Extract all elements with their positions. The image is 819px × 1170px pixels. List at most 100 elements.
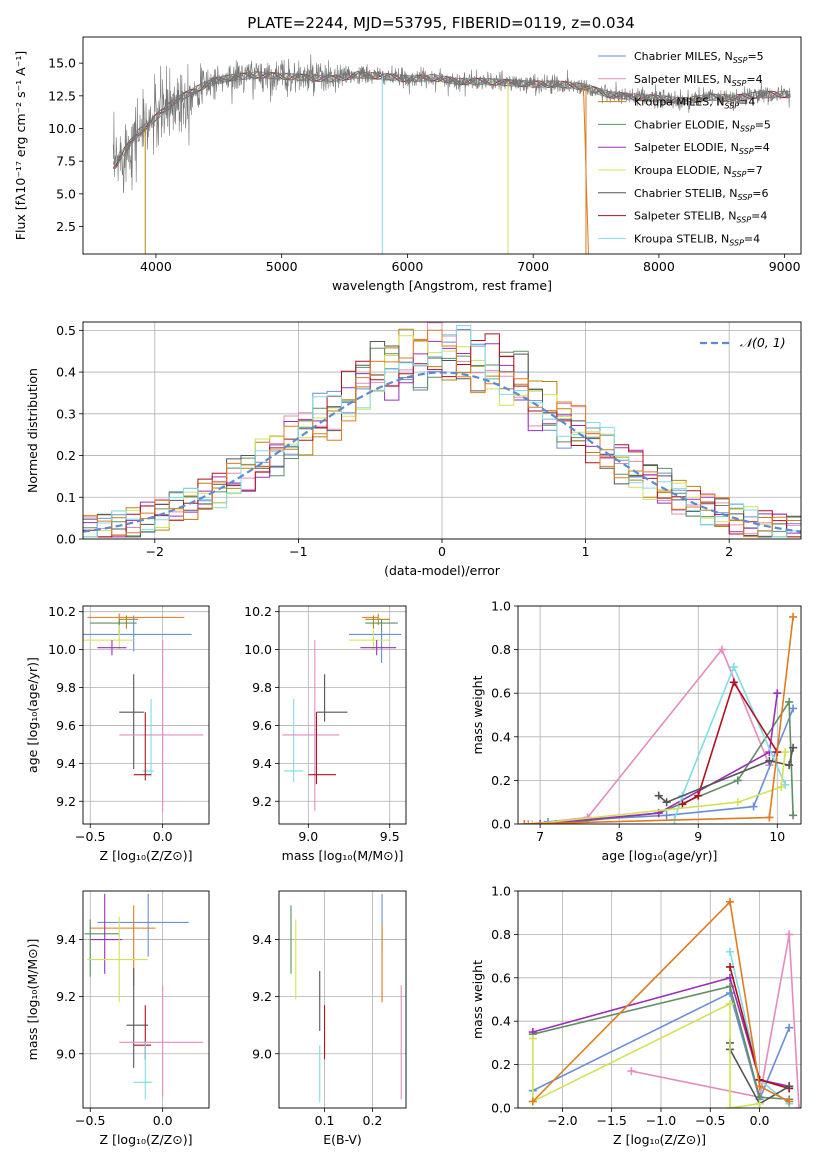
x-axis-label: wavelength [Angstrom, rest frame]	[332, 278, 552, 293]
weight-point-marker	[694, 791, 703, 800]
weight-point-marker	[726, 897, 735, 906]
axes-frame	[517, 890, 802, 1109]
y-axis-label: Normed distribution	[25, 368, 40, 493]
y-tick-label: 9.2	[56, 794, 76, 809]
legend-label: Salpeter STELIB, NSSP=4	[634, 210, 767, 225]
legend-suffix: =7	[746, 164, 762, 177]
x-tick-label: 8000	[643, 259, 675, 274]
weight-point-marker	[654, 791, 663, 800]
weight-series-line	[532, 985, 790, 1101]
y-tick-label: 9.4	[252, 756, 272, 771]
weight-point-marker	[524, 820, 533, 824]
weight-series-line	[631, 934, 800, 1108]
weight-point-marker	[662, 798, 671, 807]
y-tick-label: 0.4	[56, 365, 76, 380]
legend-suffix: =4	[751, 210, 767, 223]
weight-point-marker	[789, 612, 798, 621]
weight-point-marker	[785, 1097, 794, 1106]
y-tick-label: 10.0	[48, 642, 76, 657]
legend-suffix: =4	[746, 73, 762, 86]
legend-suffix: =4	[739, 96, 755, 109]
x-tick-label: 1	[582, 544, 590, 559]
weight-point-marker	[765, 756, 774, 765]
x-tick-label: 0.2	[363, 1113, 383, 1128]
x-tick-label: 0.0	[153, 1113, 173, 1128]
y-tick-label: 9.2	[252, 794, 272, 809]
y-tick-label: 9.6	[252, 718, 272, 733]
weight-point-marker	[755, 1099, 764, 1108]
legend-sub: SSP	[729, 238, 744, 247]
legend-suffix: =5	[747, 50, 763, 63]
y-tick-label: 0.0	[491, 817, 511, 832]
x-tick-label: 0.1	[315, 1113, 335, 1128]
legend-suffix: =4	[754, 141, 770, 154]
x-tick-label: −0.5	[695, 1113, 725, 1128]
y-axis-label: mass weight	[470, 675, 485, 754]
legend-sub: SSP	[724, 102, 739, 111]
plot-area	[520, 612, 798, 824]
y-tick-label: 0.1	[56, 490, 76, 505]
x-tick-label: 7000	[517, 259, 549, 274]
weight-point-marker	[785, 1023, 794, 1032]
x-tick-label: 6000	[392, 259, 424, 274]
weight-point-marker	[785, 1082, 794, 1091]
y-tick-label: 0.8	[491, 642, 511, 657]
y-axis-label: Flux [fλ10⁻¹⁷ erg cm⁻² s⁻¹ A⁻¹]	[13, 51, 28, 240]
legend-suffix: =6	[752, 187, 768, 200]
gaussian-curve	[83, 371, 801, 533]
weight-point-marker	[795, 1104, 801, 1108]
weight-point-marker	[785, 930, 794, 939]
y-tick-label: 0.6	[491, 686, 511, 701]
age-vs-mass-panel: 9.0 9.5 9.2 9.4 9.6 9.8 10.0 10.2 mass [log₁₀(M/…	[244, 604, 407, 863]
weight-point-marker	[733, 798, 742, 807]
weight-point-marker	[789, 704, 798, 713]
residuals-panel: −2 −1 0 1 2 0.0 0.1 0.2 0.3 0.4 0.5 (data-model)/er…	[25, 321, 802, 578]
y-tick-label: 12.5	[48, 88, 76, 103]
y-tick-label: 9.0	[252, 1046, 272, 1061]
weight-point-marker	[789, 743, 798, 752]
weight-point-marker	[726, 999, 735, 1008]
legend-sub: SSP	[739, 147, 754, 156]
y-tick-label: 0.2	[56, 448, 76, 463]
x-tick-label: 9.0	[298, 829, 318, 844]
plot-area	[290, 893, 402, 1103]
legend-label: Chabrier STELIB, NSSP=6	[634, 187, 768, 202]
weight-series-line	[532, 752, 786, 824]
x-axis-label: age [log₁₀(age/yr)]	[602, 848, 718, 863]
weight-point-marker	[717, 645, 726, 654]
observed-spectrum-line	[112, 54, 791, 194]
weight-point-marker	[729, 663, 738, 672]
weight-point-marker	[785, 697, 794, 706]
legend-label: 𝒩(0, 1)	[740, 335, 786, 350]
x-axis-label: Z [log₁₀(Z/Z⊙)]	[613, 1132, 706, 1147]
x-tick-label: 9	[694, 829, 702, 844]
axes-frame	[278, 605, 407, 825]
y-tick-label: 1.0	[491, 599, 511, 614]
weight-vs-age-panel: 7 8 9 10 0.0 0.2 0.4 0.6 0.8 1.0 age [log₁₀(age/yr…	[470, 599, 802, 863]
y-tick-label: 2.5	[56, 219, 76, 234]
y-tick-label: 10.2	[48, 604, 76, 619]
histogram-step	[83, 329, 801, 538]
weight-point-marker	[729, 678, 738, 687]
legend-label: Chabrier MILES, NSSP=5	[634, 50, 764, 65]
y-tick-label: 0.3	[56, 406, 76, 421]
y-tick-label: 0.4	[491, 729, 511, 744]
weight-point-marker	[528, 1097, 537, 1106]
x-tick-label: 0.0	[153, 829, 173, 844]
axes-frame	[82, 36, 802, 255]
age-vs-z-panel: −0.5 0.0 9.2 9.4 9.6 9.8 10.0 10.2 Z [log₁₀(Z/Z⊙…	[25, 604, 210, 863]
y-tick-label: 9.0	[56, 1046, 76, 1061]
y-tick-label: 9.6	[56, 718, 76, 733]
plot-area	[83, 322, 801, 538]
x-tick-label: 2	[725, 544, 733, 559]
histogram-step	[83, 341, 801, 538]
weight-series-line	[532, 900, 790, 1103]
legend-label: Salpeter MILES, NSSP=4	[634, 73, 763, 88]
legend-suffix: =5	[755, 118, 771, 131]
axes-frame	[517, 605, 802, 825]
y-tick-label: 9.4	[252, 932, 272, 947]
weight-point-marker	[765, 813, 774, 822]
x-tick-label: 5000	[266, 259, 298, 274]
y-tick-label: 9.2	[252, 989, 272, 1004]
y-axis-label: mass [log₁₀(M/M⊙)]	[25, 939, 40, 1061]
